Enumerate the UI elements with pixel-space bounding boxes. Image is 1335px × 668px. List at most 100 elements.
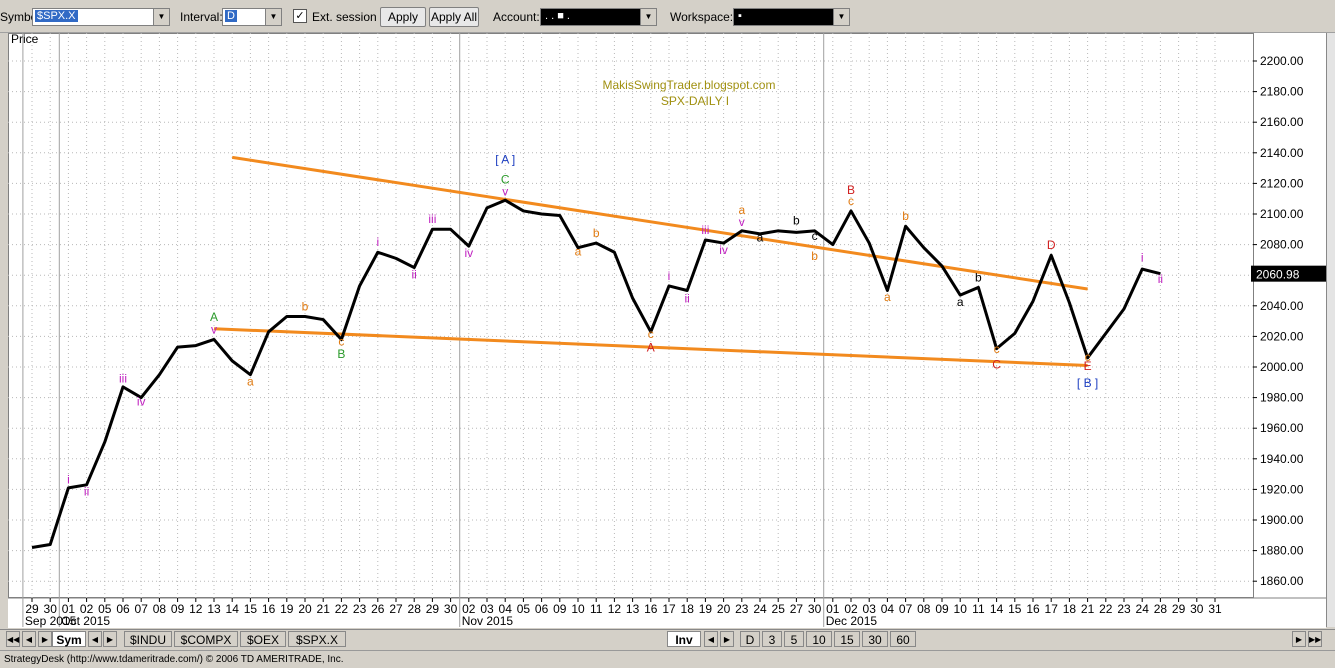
chart-grid (8, 33, 1326, 627)
tab-compx[interactable]: $COMPX (174, 631, 238, 647)
trendlines (213, 155, 1088, 367)
x-tick-label: 12 (608, 602, 622, 616)
chevron-down-icon[interactable]: ▼ (153, 9, 169, 25)
price-label: Price (11, 33, 39, 46)
interval-value[interactable]: D (225, 10, 237, 22)
tab-inv[interactable]: Inv (667, 631, 701, 647)
x-tick-label: 06 (116, 602, 130, 616)
symbol-combo[interactable]: $SPX.X ▼ (32, 8, 170, 26)
tab-interval-60[interactable]: 60 (890, 631, 916, 647)
wave-label: a (957, 295, 964, 309)
x-tick-label: 16 (262, 602, 276, 616)
tab-sym[interactable]: Sym (52, 631, 86, 647)
wave-label: [ A ] (495, 153, 515, 167)
wave-label: iii (119, 371, 127, 385)
x-tick-label: 08 (153, 602, 167, 616)
wave-label: E (1084, 359, 1092, 373)
tab-interval-15[interactable]: 15 (834, 631, 860, 647)
scroll-end-icon[interactable]: ▶▶ (1308, 631, 1322, 647)
status-bar: StrategyDesk (http://www.tdameritrade.co… (0, 650, 1335, 667)
x-tick-label: 06 (535, 602, 549, 616)
y-tick-label: 1900.00 (1260, 513, 1304, 527)
x-tick-label: 29 (426, 602, 440, 616)
y-tick-label: 2040.00 (1260, 299, 1304, 313)
chevron-down-icon[interactable]: ▼ (265, 9, 281, 25)
chevron-down-icon[interactable]: ▼ (640, 9, 656, 25)
wave-label: a (757, 231, 764, 245)
chevron-down-icon[interactable]: ▼ (833, 9, 849, 25)
workspace-value[interactable]: ▪ (738, 10, 742, 22)
next-icon[interactable]: ▶ (720, 631, 734, 647)
tab-oex[interactable]: $OEX (240, 631, 286, 647)
x-tick-label: 23 (353, 602, 367, 616)
tab-interval-3[interactable]: 3 (762, 631, 782, 647)
wave-label: b (302, 299, 309, 313)
x-tick-label: 23 (1117, 602, 1131, 616)
symbol-value[interactable]: $SPX.X (35, 10, 78, 22)
wave-label: iv (137, 394, 146, 408)
wave-label: a (738, 203, 745, 217)
tab-indu[interactable]: $INDU (124, 631, 172, 647)
wave-label: iv (464, 246, 473, 260)
toolbar: Symbol: $SPX.X ▼ Interval: D ▼ ✓ Ext. se… (0, 0, 1335, 33)
y-tick-label: 2200.00 (1260, 54, 1304, 68)
x-tick-label: 23 (735, 602, 749, 616)
next-icon[interactable]: ▶ (103, 631, 117, 647)
wave-label: i (67, 472, 70, 486)
x-tick-label: 25 (772, 602, 786, 616)
interval-combo[interactable]: D ▼ (222, 8, 282, 26)
trendline-lower (213, 327, 1088, 367)
wave-label: C (501, 172, 510, 186)
next-icon[interactable]: ▶ (38, 631, 52, 647)
apply-button[interactable]: Apply (380, 7, 426, 27)
tab-spx[interactable]: $SPX.X (288, 631, 346, 647)
x-tick-label: 14 (226, 602, 240, 616)
x-tick-label: 21 (1081, 602, 1095, 616)
tab-interval-d[interactable]: D (740, 631, 760, 647)
x-tick-label: 12 (189, 602, 203, 616)
ext-session-checkbox[interactable]: ✓ (293, 9, 307, 23)
prev-icon[interactable]: ◀ (88, 631, 102, 647)
x-tick-label: 14 (990, 602, 1004, 616)
x-tick-label: 26 (371, 602, 385, 616)
x-tick-label: 17 (1045, 602, 1059, 616)
x-tick-label: 30 (1190, 602, 1204, 616)
x-tick-label: 03 (480, 602, 494, 616)
apply-all-button[interactable]: Apply All (429, 7, 479, 27)
account-combo[interactable]: . . ■ . ▼ (540, 8, 657, 26)
x-tick-label: 02 (844, 602, 858, 616)
x-tick-label: 28 (408, 602, 422, 616)
wave-label: iii (428, 212, 436, 226)
x-tick-label: 05 (98, 602, 112, 616)
wave-label: c (812, 229, 818, 243)
tab-interval-5[interactable]: 5 (784, 631, 804, 647)
x-tick-label: 31 (1208, 602, 1222, 616)
tab-interval-30[interactable]: 30 (862, 631, 888, 647)
x-tick-label: 16 (644, 602, 658, 616)
first-icon[interactable]: ◀◀ (6, 631, 20, 647)
y-tick-label: 2120.00 (1260, 176, 1304, 190)
month-label: Dec 2015 (826, 614, 878, 628)
scroll-right-icon[interactable]: ▶ (1292, 631, 1306, 647)
y-tick-label: 2020.00 (1260, 329, 1304, 343)
tab-interval-10[interactable]: 10 (806, 631, 832, 647)
wave-label: ii (1158, 272, 1163, 286)
x-tick-label: 09 (171, 602, 185, 616)
interval-label: Interval: (180, 10, 223, 24)
x-tick-label: 21 (317, 602, 331, 616)
wave-label: v (739, 215, 745, 229)
y-tick-label: 2180.00 (1260, 85, 1304, 99)
y-tick-label: 1920.00 (1260, 482, 1304, 496)
y-tick-label: 1980.00 (1260, 391, 1304, 405)
x-tick-label: 08 (917, 602, 931, 616)
x-tick-label: 29 (1172, 602, 1186, 616)
wave-label: ii (412, 267, 417, 281)
workspace-combo[interactable]: ▪ ▼ (733, 8, 850, 26)
account-value[interactable]: . . ■ . (545, 10, 570, 22)
prev-icon[interactable]: ◀ (704, 631, 718, 647)
wave-label: ii (84, 485, 89, 499)
y-tick-label: 2140.00 (1260, 146, 1304, 160)
prev-icon[interactable]: ◀ (22, 631, 36, 647)
